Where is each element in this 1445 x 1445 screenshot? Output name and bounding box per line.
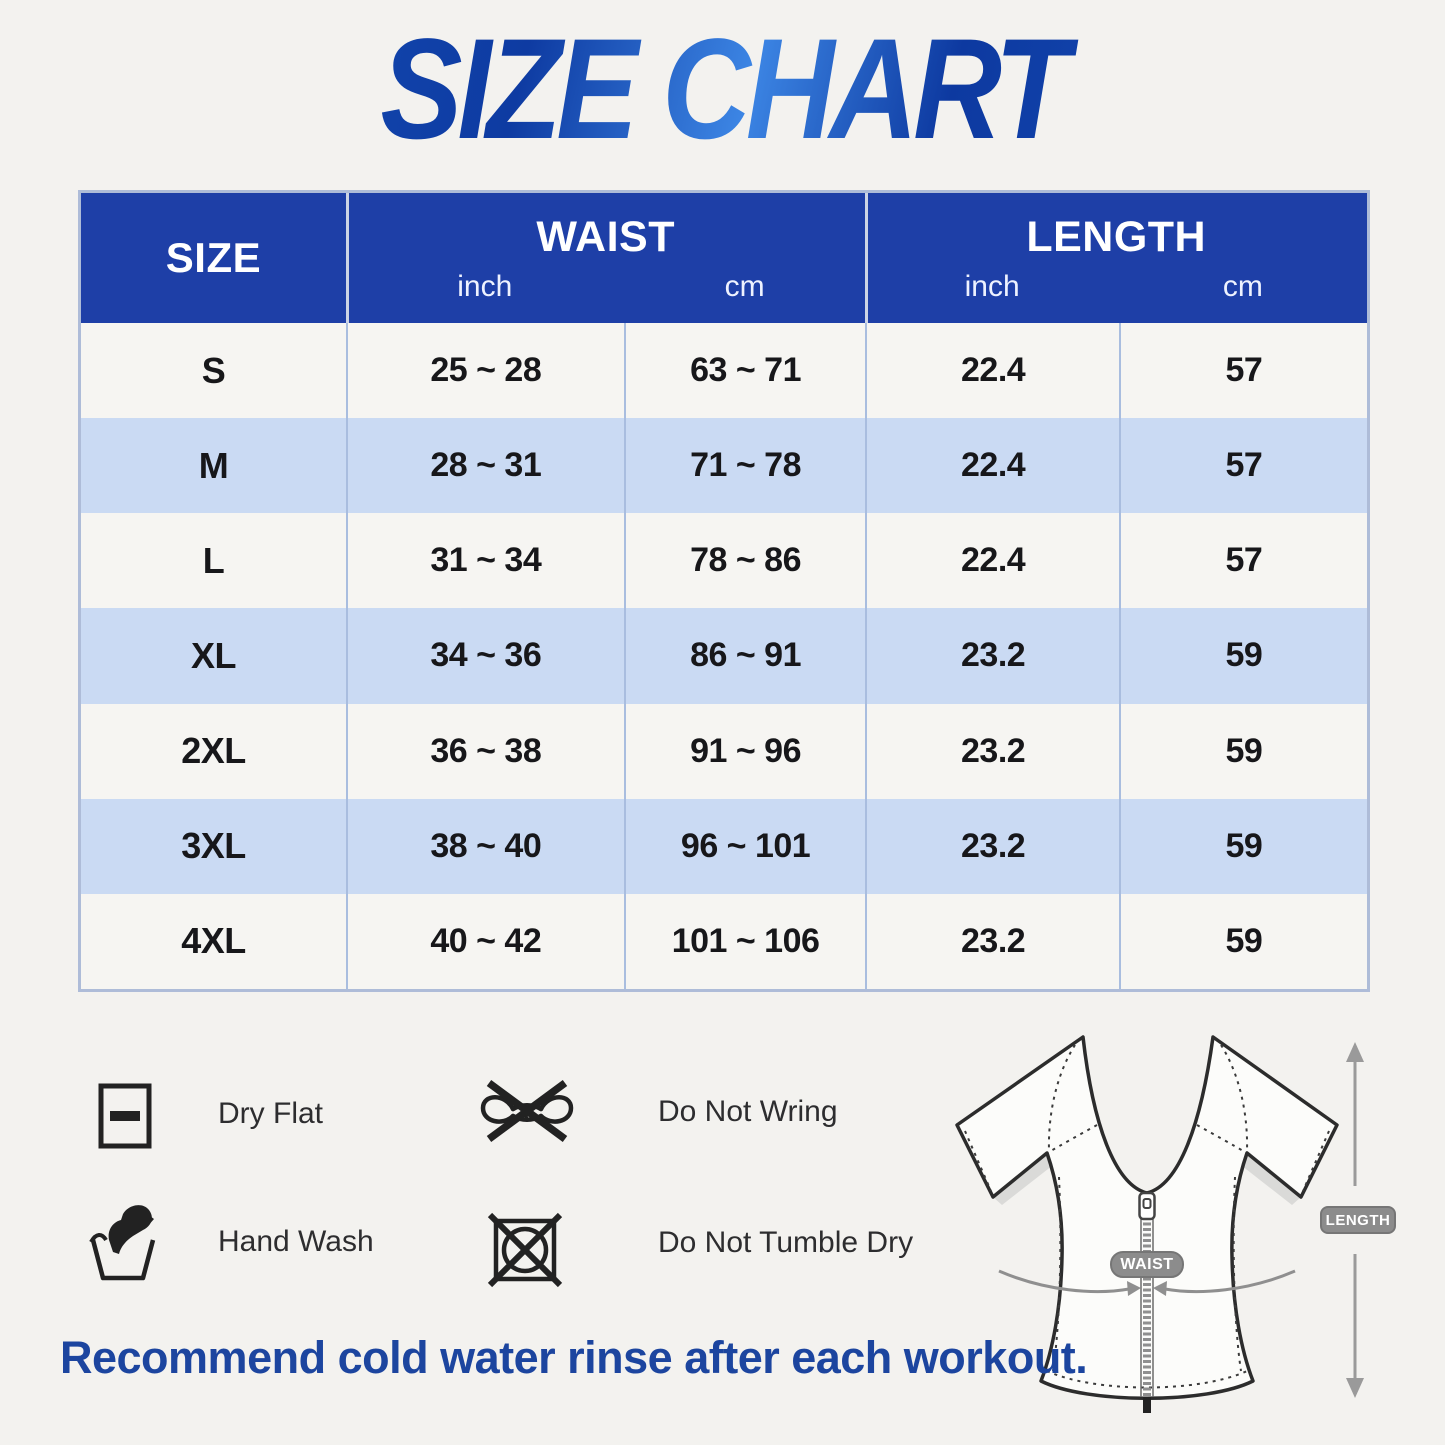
column-header-waist: WAIST	[536, 212, 675, 261]
column-header-length: LENGTH	[1026, 212, 1207, 261]
length-inch-cell: 23.2	[865, 608, 1118, 704]
length-inch-cell: 22.4	[865, 418, 1118, 514]
waist-cm-cell: 96 ~ 101	[623, 798, 866, 894]
length-badge: LENGTH	[1320, 1206, 1396, 1234]
table-body: S 25 ~ 28 63 ~ 71 22.4 57 M 28 ~ 31 71 ~…	[81, 323, 1367, 989]
page-title: SIZE CHART	[101, 18, 1344, 161]
care-instructions-section: Dry Flat Do Not Wring	[0, 1040, 940, 1320]
length-inch-cell: 23.2	[865, 703, 1118, 799]
length-inch-cell: 22.4	[865, 513, 1118, 609]
length-inch-cell: 23.2	[865, 893, 1118, 989]
size-cell: 2XL	[181, 730, 246, 772]
waist-inch-cell: 38 ~ 40	[345, 798, 624, 894]
table-row: 4XL 40 ~ 42 101 ~ 106 23.2 59	[81, 893, 1367, 989]
table-row: S 25 ~ 28 63 ~ 71 22.4 57	[81, 323, 1367, 419]
waist-inch-cell: 34 ~ 36	[345, 608, 624, 704]
size-cell: S	[201, 349, 226, 391]
size-chart-table: SIZE WAIST LENGTH inch cm inch cm S 25 ~…	[78, 190, 1370, 992]
do-not-wring-icon	[477, 1077, 577, 1150]
length-inch-cell: 23.2	[865, 798, 1118, 894]
waist-cm-cell: 101 ~ 106	[623, 893, 866, 989]
length-arrow-icon	[1318, 1038, 1398, 1403]
size-cell: 3XL	[181, 825, 246, 867]
table-row: 2XL 36 ~ 38 91 ~ 96 23.2 59	[81, 703, 1367, 799]
length-cm-cell: 59	[1118, 893, 1367, 989]
length-cm-cell: 57	[1118, 323, 1367, 419]
length-unit-inch-label: inch	[964, 270, 1020, 303]
header-divider	[345, 193, 349, 323]
table-row: L 31 ~ 34 78 ~ 86 22.4 57	[81, 513, 1367, 609]
size-cell: XL	[190, 634, 237, 676]
waist-cm-cell: 63 ~ 71	[623, 323, 866, 419]
care-label: Do Not Tumble Dry	[658, 1226, 914, 1259]
table-header: SIZE WAIST LENGTH inch cm inch cm	[81, 193, 1367, 323]
table-row: XL 34 ~ 36 86 ~ 91 23.2 59	[81, 608, 1367, 704]
size-cell: 4XL	[181, 920, 246, 962]
waist-inch-cell: 25 ~ 28	[345, 323, 624, 419]
dry-flat-icon	[97, 1082, 153, 1155]
waist-badge: WAIST	[1110, 1251, 1184, 1278]
size-cell: M	[198, 444, 229, 486]
sauna-vest-illustration	[935, 1025, 1355, 1420]
length-unit-cm-label: cm	[1222, 270, 1263, 303]
care-label: Dry Flat	[218, 1097, 323, 1130]
length-cm-cell: 59	[1118, 608, 1367, 704]
size-cell: L	[202, 539, 225, 581]
length-inch-cell: 22.4	[865, 323, 1118, 419]
length-cm-cell: 57	[1118, 418, 1367, 514]
length-cm-cell: 59	[1118, 703, 1367, 799]
length-cm-cell: 59	[1118, 798, 1367, 894]
waist-cm-cell: 86 ~ 91	[623, 608, 866, 704]
length-cm-cell: 57	[1118, 513, 1367, 609]
waist-inch-cell: 31 ~ 34	[345, 513, 624, 609]
footer-note: Recommend cold water rinse after each wo…	[60, 1332, 1088, 1383]
waist-unit-inch-label: inch	[457, 270, 513, 303]
waist-inch-cell: 28 ~ 31	[345, 418, 624, 514]
care-label: Hand Wash	[218, 1225, 374, 1258]
waist-inch-cell: 40 ~ 42	[345, 893, 624, 989]
waist-unit-cm-label: cm	[724, 270, 765, 303]
table-row: 3XL 38 ~ 40 96 ~ 101 23.2 59	[81, 798, 1367, 894]
table-row: M 28 ~ 31 71 ~ 78 22.4 57	[81, 418, 1367, 514]
do-not-tumble-dry-icon	[487, 1212, 563, 1293]
waist-inch-cell: 36 ~ 38	[345, 703, 624, 799]
waist-cm-cell: 71 ~ 78	[623, 418, 866, 514]
column-header-size: SIZE	[165, 234, 262, 281]
header-divider	[865, 193, 869, 323]
waist-cm-cell: 91 ~ 96	[623, 703, 866, 799]
hand-wash-icon	[89, 1200, 157, 1287]
care-label: Do Not Wring	[658, 1095, 838, 1128]
waist-cm-cell: 78 ~ 86	[623, 513, 866, 609]
